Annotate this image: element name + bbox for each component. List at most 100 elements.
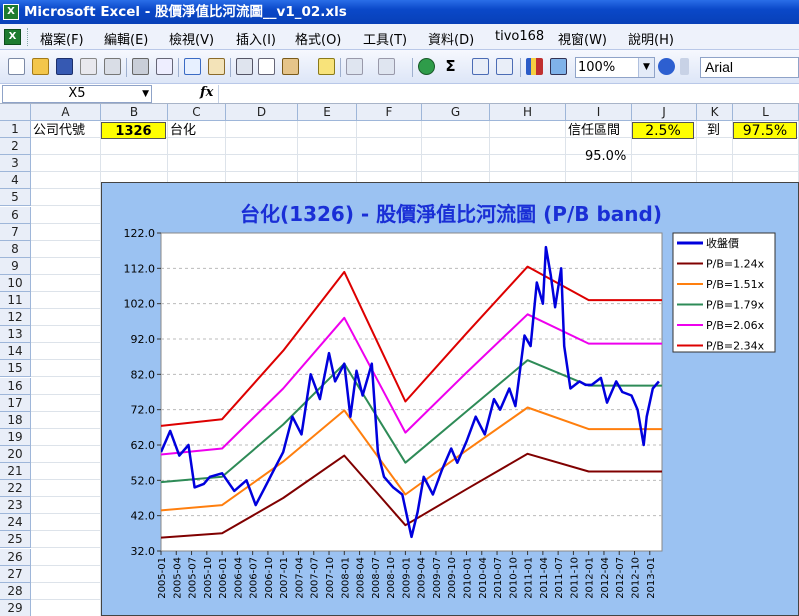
email-icon[interactable] (104, 58, 121, 75)
row-header-22[interactable]: 22 (0, 480, 31, 498)
menu-tivo168[interactable]: tivo168 (495, 29, 545, 44)
menu-data[interactable]: 資料(D) (428, 33, 475, 48)
insert-function-icon[interactable]: fx (200, 85, 214, 100)
paste-icon[interactable] (282, 58, 299, 75)
cut-icon[interactable] (236, 58, 253, 75)
pb-band-chart[interactable]: 台化(1326) - 股價淨值比河流圖 (P/B band) 32.0 42.0 52… (101, 182, 799, 616)
chevron-down-icon[interactable]: ▼ (142, 89, 149, 99)
y-tick-label: 62.0 (131, 439, 156, 452)
menu-help[interactable]: 說明(H) (628, 33, 674, 48)
row-header-14[interactable]: 14 (0, 343, 31, 361)
redo-icon[interactable] (378, 58, 395, 75)
menu-window[interactable]: 視窗(W) (558, 33, 607, 48)
row-header-6[interactable]: 6 (0, 206, 31, 224)
cell-I2[interactable]: 95.0% (585, 149, 627, 164)
name-box[interactable]: X5 ▼ (2, 85, 152, 103)
column-header-e[interactable]: E (298, 104, 357, 121)
column-header-b[interactable]: B (101, 104, 168, 121)
font-name-select[interactable]: Arial (700, 57, 799, 78)
row-header-3[interactable]: 3 (0, 155, 31, 173)
column-header-l[interactable]: L (733, 104, 799, 121)
menu-format[interactable]: 格式(O) (295, 33, 342, 48)
row-header-12[interactable]: 12 (0, 309, 31, 327)
autosum-icon[interactable]: Σ (445, 57, 456, 75)
column-header-k[interactable]: K (697, 104, 733, 121)
hyperlink-icon[interactable] (418, 58, 435, 75)
cell-B1[interactable]: 1326 (101, 122, 166, 139)
formula-input[interactable] (218, 85, 798, 103)
save-icon[interactable] (56, 58, 73, 75)
zoom-value: 100% (578, 60, 616, 75)
column-header-h[interactable]: H (490, 104, 566, 121)
row-header-13[interactable]: 13 (0, 326, 31, 344)
row-header-1[interactable]: 1 (0, 121, 31, 138)
menu-file[interactable]: 檔案(F) (40, 33, 84, 48)
row-header-28[interactable]: 28 (0, 582, 31, 600)
row-header-26[interactable]: 26 (0, 548, 31, 566)
column-header-g[interactable]: G (422, 104, 490, 121)
menu-tools[interactable]: 工具(T) (363, 33, 408, 48)
drawing-icon[interactable] (550, 58, 567, 75)
column-header-a[interactable]: A (31, 104, 101, 121)
row-header-18[interactable]: 18 (0, 411, 31, 429)
row-header-8[interactable]: 8 (0, 240, 31, 258)
open-icon[interactable] (32, 58, 49, 75)
spelling-icon[interactable] (184, 58, 201, 75)
x-tick-label: 2008-01 (340, 557, 351, 599)
cell-J1[interactable]: 2.5% (632, 122, 694, 139)
column-header-j[interactable]: J (632, 104, 697, 121)
plot-area (160, 232, 663, 552)
toolbar-options-icon[interactable] (680, 58, 689, 75)
row-header-24[interactable]: 24 (0, 514, 31, 532)
cell-K1[interactable]: 到 (707, 123, 721, 138)
workbook-icon[interactable]: X (4, 29, 21, 45)
row-header-7[interactable]: 7 (0, 223, 31, 241)
row-header-5[interactable]: 5 (0, 189, 31, 207)
chevron-down-icon[interactable]: ▼ (638, 58, 654, 77)
menu-view[interactable]: 檢視(V) (169, 33, 215, 48)
copy-icon[interactable] (258, 58, 275, 75)
cell-C1[interactable]: 台化 (170, 123, 197, 138)
row-header-10[interactable]: 10 (0, 274, 31, 292)
format-painter-icon[interactable] (318, 58, 335, 75)
excel-app-icon[interactable]: X (3, 4, 19, 20)
row-header-23[interactable]: 23 (0, 497, 31, 515)
column-header-i[interactable]: I (566, 104, 632, 121)
help-icon[interactable] (658, 58, 675, 75)
sort-descending-icon[interactable] (496, 58, 513, 75)
zoom-select[interactable]: 100% ▼ (575, 57, 655, 78)
row-header-9[interactable]: 9 (0, 257, 31, 275)
select-all-corner[interactable] (0, 104, 31, 121)
sort-ascending-icon[interactable] (472, 58, 489, 75)
row-header-4[interactable]: 4 (0, 172, 31, 190)
chart-wizard-icon[interactable] (526, 58, 543, 75)
print-icon[interactable] (132, 58, 149, 75)
cell-L1[interactable]: 97.5% (733, 122, 797, 139)
menu-insert[interactable]: 插入(I) (236, 33, 276, 48)
column-header-c[interactable]: C (168, 104, 226, 121)
gridline (31, 154, 799, 156)
cell-A1[interactable]: 公司代號 (33, 123, 86, 138)
row-header-16[interactable]: 16 (0, 377, 31, 395)
research-icon[interactable] (208, 58, 225, 75)
row-header-20[interactable]: 20 (0, 445, 31, 463)
print-preview-icon[interactable] (156, 58, 173, 75)
column-header-f[interactable]: F (357, 104, 422, 121)
row-header-11[interactable]: 11 (0, 292, 31, 309)
row-header-27[interactable]: 27 (0, 565, 31, 583)
row-header-19[interactable]: 19 (0, 428, 31, 446)
row-header-25[interactable]: 25 (0, 531, 31, 549)
row-header-29[interactable]: 29 (0, 599, 31, 616)
cell-I1[interactable]: 信任區間 (568, 123, 621, 138)
row-header-2[interactable]: 2 (0, 138, 31, 156)
new-icon[interactable] (8, 58, 25, 75)
menu-edit[interactable]: 編輯(E) (104, 33, 149, 48)
undo-icon[interactable] (346, 58, 363, 75)
permission-icon[interactable] (80, 58, 97, 75)
column-header-d[interactable]: D (226, 104, 298, 121)
row-header-15[interactable]: 15 (0, 360, 31, 378)
row-header-21[interactable]: 21 (0, 463, 31, 480)
x-tick-label: 2012-07 (615, 557, 626, 599)
row-header-17[interactable]: 17 (0, 394, 31, 412)
